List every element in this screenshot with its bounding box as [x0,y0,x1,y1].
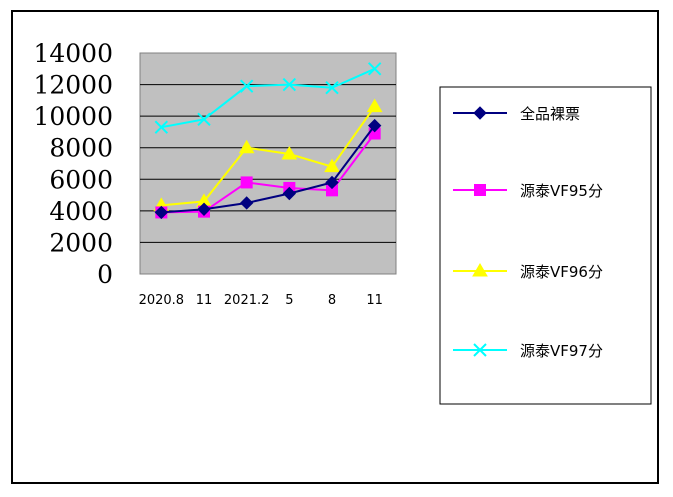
legend-label: 源泰VF96分 [520,263,603,281]
legend-entry: 源泰VF95分 [453,182,603,200]
data-point-marker [367,118,382,133]
y-tick-label: 0 [97,260,113,289]
data-point-marker [325,81,339,95]
series-group [153,62,383,220]
legend-entry: 源泰VF96分 [453,263,603,281]
data-point-marker [324,158,340,173]
legend-marker [473,343,487,357]
x-tick-label: 2020.8 [139,293,185,308]
data-point-marker [238,139,255,154]
y-tick-label: 6000 [49,165,113,194]
series-4 [154,62,382,134]
y-tick-label: 10000 [33,102,113,131]
data-point-marker [197,112,211,127]
legend-marker [473,106,487,120]
series-line [161,67,376,129]
x-tick-label: 11 [366,293,383,308]
y-tick-label: 8000 [49,134,113,163]
legend-entry: 全品裸票 [453,105,580,123]
data-point-marker [197,202,211,216]
data-point-marker [154,120,169,134]
data-point-marker [282,186,297,201]
x-tick-label: 2021.2 [224,293,270,308]
data-point-marker [282,77,297,92]
x-tick-label: 11 [196,293,213,308]
y-tick-label: 14000 [33,39,113,68]
series-line [161,106,376,207]
y-tick-label: 4000 [49,197,113,226]
legend-marker [474,184,486,196]
series-line [161,132,376,214]
legend-marker [472,263,488,277]
data-point-marker [367,62,382,76]
data-point-marker [240,176,253,189]
data-point-marker [154,205,169,220]
series-1 [154,118,382,220]
legend-box [439,86,652,405]
legend-label: 全品裸票 [520,105,580,123]
y-tick-label: 2000 [49,228,113,257]
legend-label: 源泰VF95分 [520,182,603,200]
data-point-marker [239,196,254,210]
legend-label: 源泰VF97分 [520,342,603,360]
series-line [161,125,376,214]
data-point-marker [281,146,298,160]
y-tick-label: 12000 [33,71,113,100]
x-tick-label: 5 [285,293,293,308]
data-point-marker [366,98,383,113]
x-axis-ticks: 2020.8 11 2021.2 5 8 11 [139,293,383,308]
x-tick-label: 8 [328,293,336,308]
data-point-marker [239,79,254,93]
legend-entry: 源泰VF97分 [453,342,603,360]
data-point-marker [325,175,339,190]
